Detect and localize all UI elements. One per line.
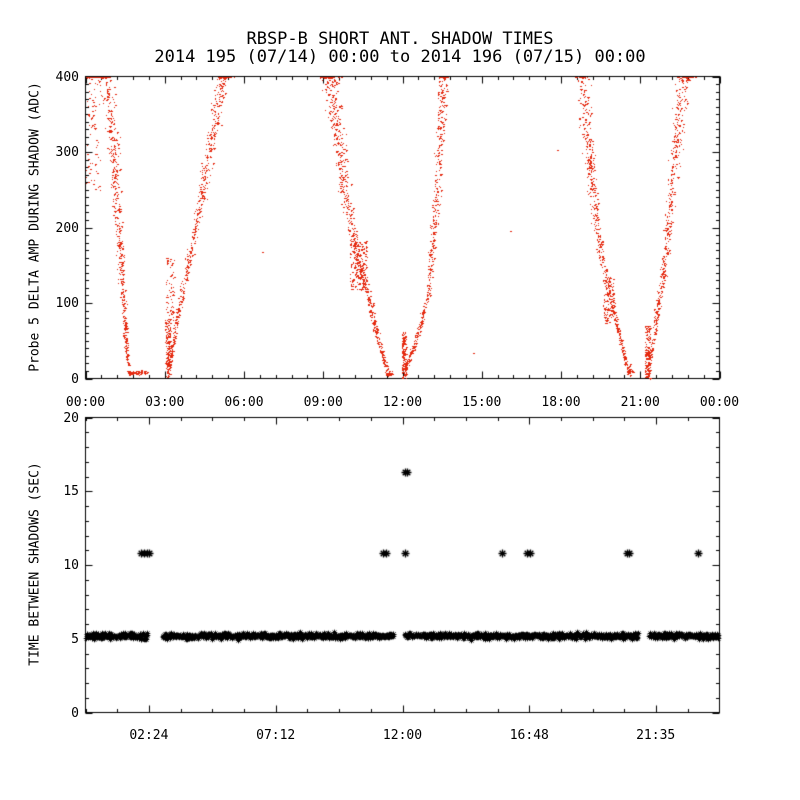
y-tick-label: 15 — [63, 484, 79, 500]
x-tick-label: 12:00 — [382, 728, 423, 743]
x-tick-label: 00:00 — [65, 395, 106, 410]
y-tick-label: 5 — [71, 631, 79, 647]
x-tick-label: 12:00 — [382, 395, 423, 410]
y-tick-label: 0 — [71, 371, 79, 387]
y-tick-label: 200 — [55, 220, 79, 236]
x-tick-label: 16:48 — [509, 728, 549, 743]
y-tick-label: 100 — [55, 296, 79, 311]
x-tick-label: 15:00 — [462, 395, 502, 410]
x-tick-label: 21:00 — [620, 395, 660, 410]
x-tick-label: 03:00 — [145, 395, 185, 410]
y-tick-label: 10 — [63, 558, 79, 573]
x-tick-label: 02:24 — [129, 728, 169, 743]
y-tick-label: 0 — [71, 705, 79, 721]
chart-title-line1: RBSP-B SHORT ANT. SHADOW TIMES — [246, 29, 554, 49]
x-tick-label: 06:00 — [224, 395, 264, 410]
y-tick-label: 20 — [63, 410, 79, 426]
x-tick-label: 18:00 — [541, 395, 581, 410]
x-tick-label: 21:35 — [636, 728, 676, 743]
y-tick-label: 400 — [55, 69, 79, 85]
x-tick-label: 09:00 — [303, 395, 343, 410]
y-tick-label: 300 — [55, 145, 79, 160]
chart-title-line2: 2014 195 (07/14) 00:00 to 2014 196 (07/1… — [154, 47, 646, 67]
x-tick-label: 00:00 — [699, 395, 740, 410]
x-tick-label: 07:12 — [256, 728, 296, 743]
